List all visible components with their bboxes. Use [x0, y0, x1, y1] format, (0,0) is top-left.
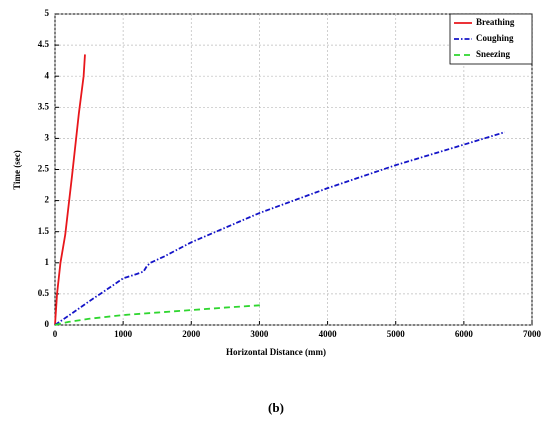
legend-label: Breathing [476, 17, 515, 27]
y-tick-label: 5 [45, 8, 50, 18]
y-tick-label: 3.5 [38, 101, 50, 111]
series-line [54, 54, 86, 326]
x-tick-label: 6000 [455, 329, 474, 339]
x-tick-label: 0 [53, 329, 58, 339]
x-axis-label: Horizontal Distance (mm) [226, 347, 326, 357]
legend-label: Coughing [476, 33, 514, 43]
caption: (b) [268, 400, 284, 415]
y-axis-label: Time (sec) [12, 150, 22, 190]
x-tick-label: 7000 [523, 329, 542, 339]
x-tick-label: 1000 [114, 329, 133, 339]
y-tick-label: 4 [45, 70, 50, 80]
y-tick-label: 0 [45, 319, 50, 329]
series-line [54, 131, 506, 326]
x-tick-label: 5000 [387, 329, 406, 339]
x-tick-label: 4000 [319, 329, 338, 339]
y-tick-label: 3 [45, 132, 50, 142]
series-line [54, 304, 263, 326]
y-tick-label: 2.5 [38, 164, 50, 174]
x-tick-label: 2000 [182, 329, 201, 339]
y-tick-label: 4.5 [38, 39, 50, 49]
y-tick-label: 1.5 [38, 226, 50, 236]
y-tick-label: 0.5 [38, 288, 50, 298]
legend-label: Sneezing [476, 49, 511, 59]
x-tick-label: 3000 [250, 329, 269, 339]
y-tick-label: 2 [45, 195, 50, 205]
y-tick-label: 1 [45, 257, 50, 267]
